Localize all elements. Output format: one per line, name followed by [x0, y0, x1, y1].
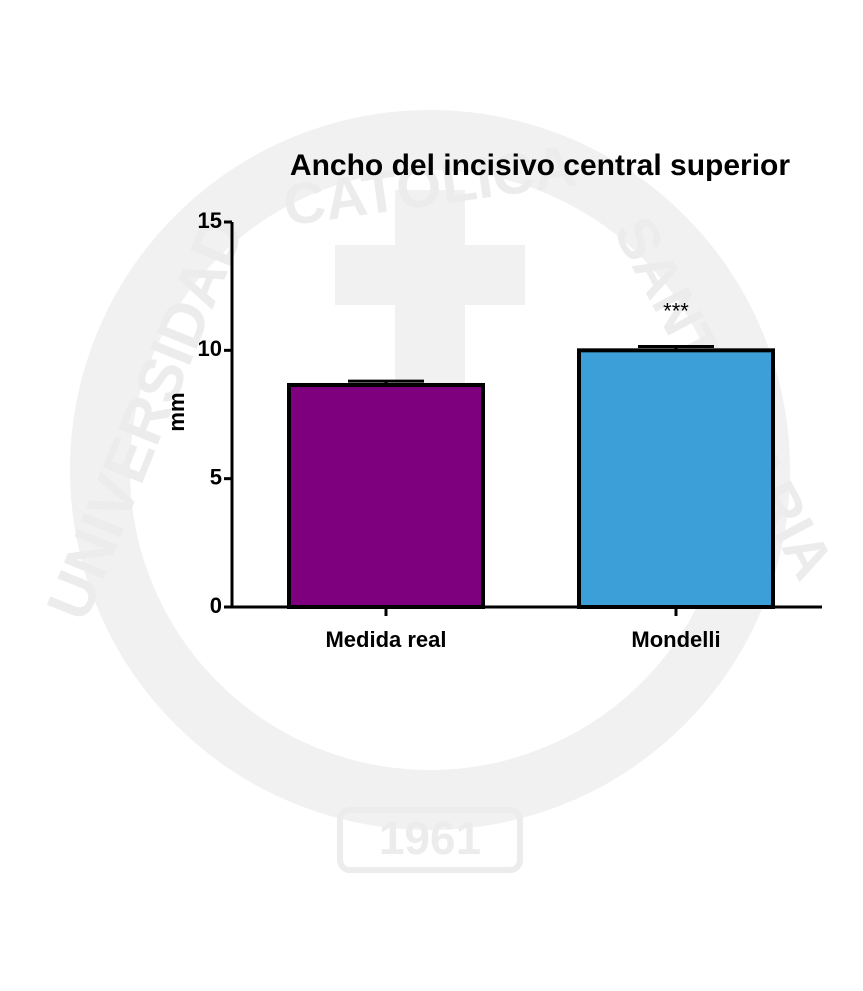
- chart-title: Ancho del incisivo central superior: [290, 149, 790, 182]
- y-axis-label: mm: [164, 392, 189, 431]
- y-tick-label: 15: [198, 208, 222, 233]
- significance-label: ***: [663, 298, 689, 323]
- seal-cross: [335, 245, 525, 305]
- x-tick-label: Medida real: [325, 627, 446, 652]
- chart: UNIVERSIDAD CATOLICA SANTA MARIA 1961 An…: [0, 0, 863, 991]
- bar: [289, 385, 483, 607]
- x-tick-label: Mondelli: [631, 627, 720, 652]
- watermark-text: 1961: [379, 812, 481, 864]
- y-tick-label: 0: [210, 593, 222, 618]
- y-tick-label: 10: [198, 336, 222, 361]
- bar: [579, 350, 773, 607]
- y-tick-label: 5: [210, 464, 222, 489]
